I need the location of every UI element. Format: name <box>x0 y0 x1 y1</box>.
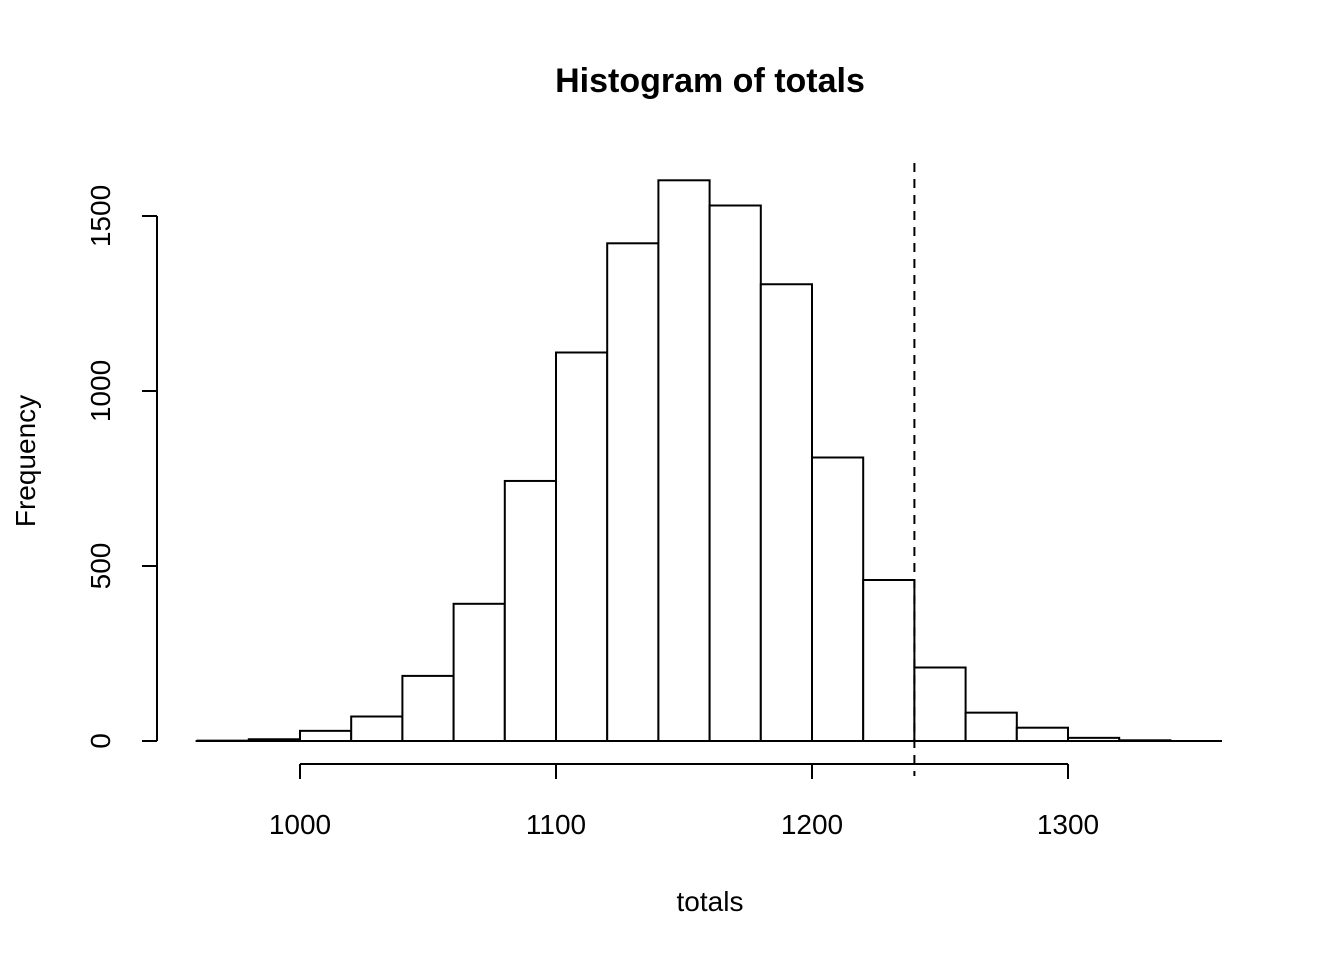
x-tick-label-1: 1100 <box>526 809 586 840</box>
histogram-bar-15 <box>964 711 1018 743</box>
histogram-bar-12 <box>811 456 865 742</box>
histogram-bar-2 <box>299 729 353 742</box>
y-axis-title: Frequency <box>10 395 41 527</box>
chart-title: Histogram of totals <box>555 62 865 100</box>
x-tick-label-2: 1200 <box>781 809 843 840</box>
bars-group <box>195 179 1222 743</box>
histogram-bar-4 <box>401 674 455 743</box>
histogram-bar-5 <box>452 602 506 742</box>
histogram-bar-13 <box>862 579 916 742</box>
histogram-bar-16 <box>1015 726 1069 743</box>
y-tick-label-1: 500 <box>85 543 116 590</box>
y-axis: 0 500 1000 1500 <box>85 185 158 749</box>
x-axis: 1000 1100 1200 1300 <box>269 763 1099 840</box>
x-tick-label-0: 1000 <box>269 809 331 840</box>
histogram-bar-10 <box>708 204 762 742</box>
y-tick-label-3: 1500 <box>85 185 116 247</box>
histogram-bar-6 <box>503 479 557 742</box>
y-tick-label-2: 1000 <box>85 360 116 422</box>
histogram-bar-3 <box>350 715 404 742</box>
x-tick-label-3: 1300 <box>1037 809 1099 840</box>
histogram-bar-9 <box>657 179 711 743</box>
histogram-bar-11 <box>759 283 813 742</box>
y-tick-label-0: 0 <box>85 733 116 749</box>
histogram-bar-7 <box>555 351 609 742</box>
x-axis-title: totals <box>677 886 744 917</box>
histogram-bar-8 <box>606 242 660 743</box>
histogram-bar-14 <box>913 666 967 742</box>
